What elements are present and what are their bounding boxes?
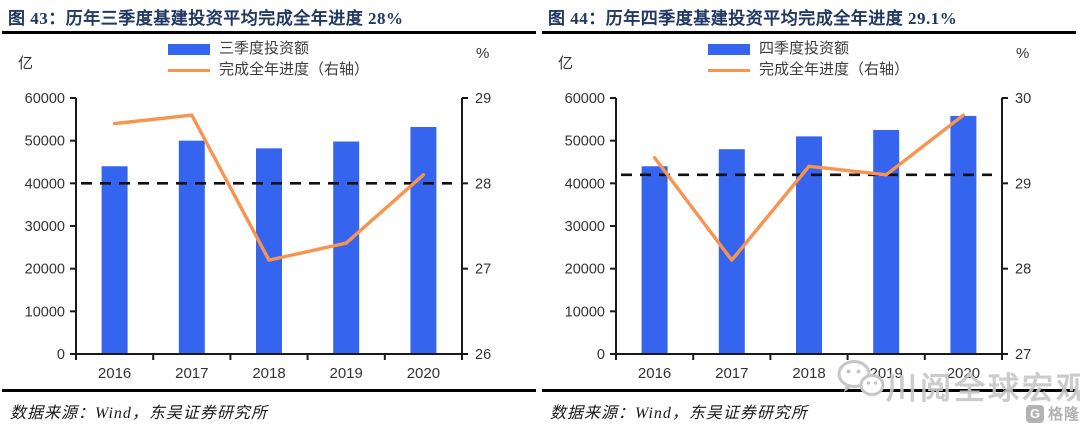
right-tick-label: 29 — [475, 91, 491, 107]
figure-43-panel: 图 43：历年三季度基建投资平均完成全年进度 28% 三季度投资额 完成全年进度… — [2, 9, 536, 422]
x-category-label: 2017 — [175, 365, 208, 382]
gelonghui-g-icon: G — [1026, 404, 1044, 423]
right-tick-label: 27 — [475, 262, 491, 278]
legend-item-bar: 四季度投资额 — [708, 40, 909, 58]
left-tick-label: 60000 — [565, 91, 605, 107]
data-source-note: 数据来源：Wind，东吴证券研究所 — [10, 405, 268, 422]
legend-label: 四季度投资额 — [759, 40, 850, 57]
left-tick-label: 60000 — [25, 91, 65, 107]
x-category-label: 2017 — [715, 365, 748, 382]
x-category-label: 2018 — [792, 365, 825, 382]
left-tick-label: 10000 — [565, 304, 605, 320]
figure-43-title: 图 43：历年三季度基建投资平均完成全年进度 28% — [8, 9, 404, 28]
bar-2017 — [178, 140, 205, 354]
legend-item-line: 完成全年进度（右轴） — [168, 61, 369, 79]
legend-label: 完成全年进度（右轴） — [759, 61, 910, 78]
x-category-label: 2020 — [407, 365, 440, 382]
right-tick-label: 30 — [1015, 91, 1031, 107]
left-tick-label: 50000 — [565, 134, 605, 150]
legend: 三季度投资额 完成全年进度（右轴） — [168, 40, 369, 79]
title-divider — [542, 31, 1076, 34]
right-tick-label: 28 — [1015, 262, 1031, 278]
x-category-label: 2018 — [252, 365, 285, 382]
left-tick-label: 40000 — [25, 176, 65, 192]
progress-line — [652, 113, 966, 262]
bar-2018 — [796, 136, 822, 354]
chart-canvas: 0 10000 20000 30000 40000 50000 60000 26 27 28 29 2… — [25, 91, 491, 382]
bar-2020 — [950, 115, 977, 354]
data-source-note: 数据来源：Wind，东吴证券研究所 — [550, 405, 808, 422]
right-tick-label: 29 — [1015, 176, 1031, 192]
left-tick-label: 20000 — [25, 262, 65, 278]
legend-item-bar: 三季度投资额 — [168, 40, 369, 58]
bar-2019 — [333, 141, 360, 354]
bar-2016 — [101, 166, 128, 354]
title-divider — [2, 31, 536, 34]
legend-label: 完成全年进度（右轴） — [219, 61, 370, 78]
left-axis-unit: 亿 — [18, 55, 34, 72]
figure-44-panel: 图 44：历年四季度基建投资平均完成全年进度 29.1% 四季度投资额 完成全年… — [540, 0, 1080, 430]
progress-line — [112, 113, 426, 262]
left-tick-label: 40000 — [565, 176, 605, 192]
left-tick-label: 10000 — [25, 304, 65, 320]
legend-label: 三季度投资额 — [219, 40, 310, 57]
right-tick-label: 27 — [1015, 347, 1031, 363]
right-axis-unit: % — [1016, 45, 1030, 62]
left-tick-label: 30000 — [25, 219, 65, 235]
line-swatch-icon — [708, 68, 750, 72]
left-tick-label: 20000 — [565, 262, 605, 278]
bar-2018 — [256, 148, 282, 354]
bar-swatch-icon — [708, 43, 750, 55]
x-category-label: 2019 — [330, 365, 363, 382]
right-tick-label: 28 — [475, 176, 491, 192]
bar-swatch-icon — [168, 43, 210, 55]
bottom-divider — [2, 389, 536, 392]
x-category-label: 2020 — [947, 365, 980, 382]
figure-44-title: 图 44：历年四季度基建投资平均完成全年进度 29.1% — [548, 9, 958, 28]
bottom-divider — [542, 389, 1076, 392]
gelonghui-logo: G 格隆汇 — [1026, 403, 1080, 424]
gelonghui-logo-text: 格隆汇 — [1048, 406, 1080, 423]
left-tick-label: 50000 — [25, 134, 65, 150]
wechat-icon — [837, 360, 885, 396]
right-axis-unit: % — [476, 45, 490, 62]
x-category-label: 2016 — [638, 365, 671, 382]
line-swatch-icon — [168, 68, 210, 72]
left-tick-label: 0 — [597, 347, 605, 363]
left-axis-unit: 亿 — [558, 55, 574, 72]
bar-2016 — [641, 166, 668, 354]
left-tick-label: 30000 — [565, 219, 605, 235]
bar-2020 — [410, 127, 437, 354]
left-tick-label: 0 — [57, 347, 65, 363]
right-tick-label: 26 — [475, 347, 491, 363]
legend: 四季度投资额 完成全年进度（右轴） — [708, 40, 909, 79]
legend-item-line: 完成全年进度（右轴） — [708, 61, 909, 79]
watermark-text: 川阅全球宏观 — [886, 371, 1080, 406]
x-category-label: 2016 — [98, 365, 131, 382]
chart-canvas: 0 10000 20000 30000 40000 50000 60000 27 28 29 30 2… — [565, 91, 1031, 382]
bar-2019 — [873, 130, 900, 354]
